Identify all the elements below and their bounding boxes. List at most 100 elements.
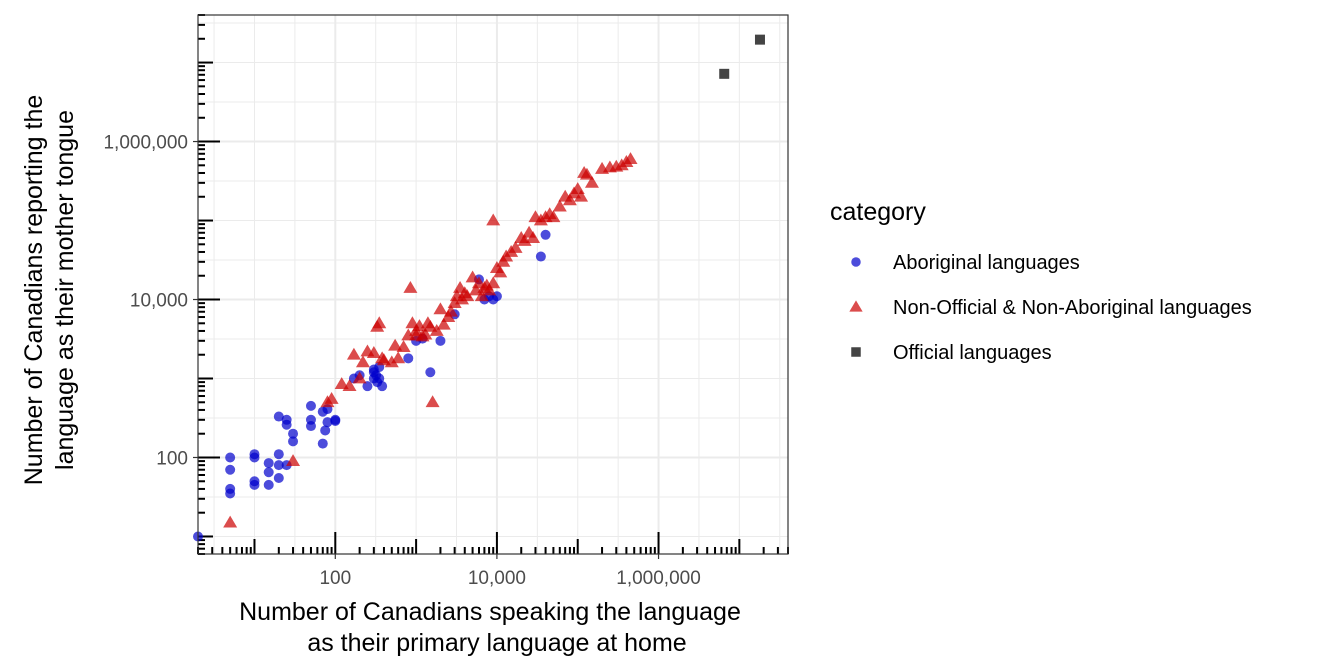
data-point — [493, 265, 508, 278]
data-point — [273, 460, 284, 471]
data-point — [225, 452, 236, 463]
data-point — [562, 193, 577, 206]
data-point — [474, 289, 489, 302]
data-point — [460, 289, 475, 302]
data-point — [418, 327, 433, 340]
data-point — [443, 304, 458, 317]
data-point — [223, 515, 238, 528]
series-2 — [719, 34, 765, 79]
data-point — [425, 395, 440, 408]
data-point — [305, 400, 316, 411]
data-point — [423, 319, 438, 332]
y-tick-label: 100 — [156, 448, 188, 469]
legend: category Aboriginal languages Non-Officia… — [830, 198, 1252, 364]
x-tick-label: 100 — [319, 568, 351, 589]
data-point — [396, 340, 411, 352]
y-axis-title-line-1: Number of Canadians reporting the — [20, 95, 48, 486]
data-point — [482, 283, 497, 296]
data-point — [374, 373, 385, 384]
x-axis-title-line-1: Number of Canadians speaking the languag… — [239, 598, 741, 626]
data-point — [391, 351, 406, 364]
data-point — [579, 167, 594, 180]
data-point — [317, 438, 328, 449]
y-tick-label: 1,000,000 — [103, 133, 188, 154]
data-point — [429, 323, 444, 336]
data-point — [754, 34, 765, 45]
legend-key-square — [851, 347, 861, 357]
data-point — [225, 483, 236, 494]
data-point — [584, 175, 599, 188]
rug-marks — [197, 14, 789, 555]
legend-label: Aboriginal languages — [893, 252, 1080, 274]
data-point — [305, 414, 316, 425]
data-point — [465, 270, 480, 283]
data-point — [263, 467, 274, 478]
data-point — [366, 346, 381, 358]
data-point — [249, 449, 260, 460]
legend-key-circle — [851, 257, 861, 267]
x-tick-label: 10,000 — [468, 568, 526, 589]
data-point — [322, 417, 333, 428]
data-point — [552, 199, 567, 212]
data-point — [403, 280, 418, 293]
legend-items: Aboriginal languages Non-Official & Non-A… — [849, 252, 1252, 364]
data-point — [623, 152, 638, 164]
data-point — [320, 425, 331, 436]
data-point — [508, 240, 523, 253]
plot-panel-border — [197, 14, 789, 555]
data-point — [273, 472, 284, 483]
data-point — [436, 317, 451, 330]
data-point — [263, 479, 274, 490]
data-point — [435, 335, 446, 346]
data-point — [352, 371, 367, 384]
data-point — [249, 479, 260, 490]
y-axis-title-line-2: language as their mother tongue — [51, 110, 79, 470]
data-point — [546, 210, 561, 223]
data-point — [517, 234, 532, 246]
x-axis-title-line-2: as their primary language at home — [307, 629, 686, 657]
data-point — [286, 454, 301, 467]
data-point — [447, 296, 462, 309]
data-point — [334, 377, 349, 389]
y-axis-title: Number of Canadians reporting the langua… — [20, 95, 79, 486]
data-point — [384, 355, 399, 368]
data-point — [346, 347, 361, 360]
data-point — [376, 353, 391, 366]
data-point — [362, 381, 373, 392]
data-point — [388, 338, 403, 351]
data-point — [273, 411, 284, 422]
y-axis-ticks: 100 10,000 1,000,000 — [103, 133, 198, 469]
data-point — [486, 213, 501, 226]
data-point — [574, 189, 589, 202]
data-point — [330, 415, 341, 426]
data-point — [342, 379, 357, 392]
data-point — [372, 316, 387, 329]
data-point — [540, 229, 551, 240]
data-point — [535, 251, 546, 262]
legend-title: category — [830, 198, 926, 226]
x-axis-ticks: 100 10,000 1,000,000 — [319, 554, 701, 589]
legend-label: Official languages — [893, 342, 1052, 364]
data-point — [288, 428, 299, 439]
data-point — [273, 449, 284, 460]
data-point — [526, 231, 541, 243]
data-point — [433, 302, 448, 315]
data-point — [355, 355, 370, 368]
y-tick-label: 10,000 — [130, 291, 188, 312]
data-point — [281, 419, 292, 430]
data-point — [324, 392, 339, 404]
x-tick-label: 1,000,000 — [616, 568, 701, 589]
data-points — [193, 34, 765, 542]
data-point — [225, 464, 236, 475]
data-point — [719, 68, 730, 79]
data-point — [425, 367, 436, 378]
data-point — [263, 458, 274, 469]
series-1 — [223, 152, 638, 528]
legend-key-triangle — [849, 300, 863, 312]
data-point — [403, 353, 414, 364]
legend-label: Non-Official & Non-Aboriginal languages — [893, 297, 1252, 319]
data-point — [288, 436, 299, 447]
data-point — [486, 276, 501, 289]
